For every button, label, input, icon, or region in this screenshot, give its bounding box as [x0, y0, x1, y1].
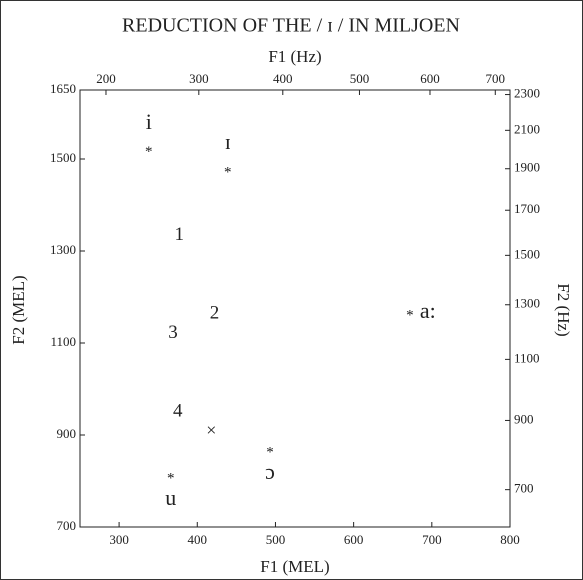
point-marker: *: [145, 144, 153, 160]
point-marker: *: [224, 164, 232, 180]
y2-axis-label: F2 (Hz): [554, 283, 573, 336]
point-label: ɔ: [265, 459, 275, 484]
y2-tick-label: 2100: [514, 121, 540, 136]
y-tick-label: 1500: [50, 150, 76, 165]
point-label: 2: [210, 302, 220, 323]
x2-tick-label: 400: [273, 71, 293, 86]
y-tick-label: 700: [57, 518, 77, 533]
point-marker: ×: [206, 420, 216, 440]
y2-tick-label: 1700: [514, 201, 540, 216]
point-label: 1: [175, 224, 185, 245]
y-axis-label: F2 (MEL): [9, 275, 28, 344]
point-label: ɪ: [225, 129, 231, 154]
x2-tick-label: 500: [350, 71, 370, 86]
x-tick-label: 800: [500, 532, 520, 547]
y2-tick-label: 1500: [514, 246, 540, 261]
point-label: a:: [420, 298, 436, 323]
x2-tick-label: 300: [189, 71, 209, 86]
plot-area: [79, 89, 511, 528]
point-marker: *: [167, 470, 175, 486]
point-label: 4: [173, 400, 183, 421]
x-tick-label: 700: [422, 532, 442, 547]
y-tick-label: 1650: [50, 81, 76, 96]
x2-axis-label: F1 (Hz): [268, 47, 321, 66]
x-tick-label: 300: [109, 532, 129, 547]
y2-tick-label: 700: [514, 481, 534, 496]
x2-tick-label: 200: [96, 71, 116, 86]
point-label: u: [165, 485, 176, 510]
point-marker: *: [406, 308, 414, 324]
y2-tick-label: 900: [514, 411, 534, 426]
point-marker: *: [266, 445, 274, 461]
y2-tick-label: 2300: [514, 86, 540, 101]
chart-title: REDUCTION OF THE / ɪ / IN MILJOEN: [122, 15, 460, 37]
y-tick-label: 1300: [50, 242, 76, 257]
x-tick-label: 400: [188, 532, 208, 547]
y2-tick-label: 1900: [514, 160, 540, 175]
point-label: i: [146, 109, 152, 134]
x-tick-label: 600: [344, 532, 364, 547]
x2-tick-label: 700: [486, 71, 506, 86]
x-axis-label: F1 (MEL): [260, 557, 329, 576]
x2-tick-label: 600: [420, 71, 440, 86]
y-tick-label: 900: [57, 426, 77, 441]
y2-tick-label: 1100: [514, 350, 540, 365]
x-tick-label: 500: [266, 532, 286, 547]
y2-tick-label: 1300: [514, 296, 540, 311]
point-label: 3: [168, 322, 178, 343]
y-tick-label: 1100: [50, 334, 76, 349]
